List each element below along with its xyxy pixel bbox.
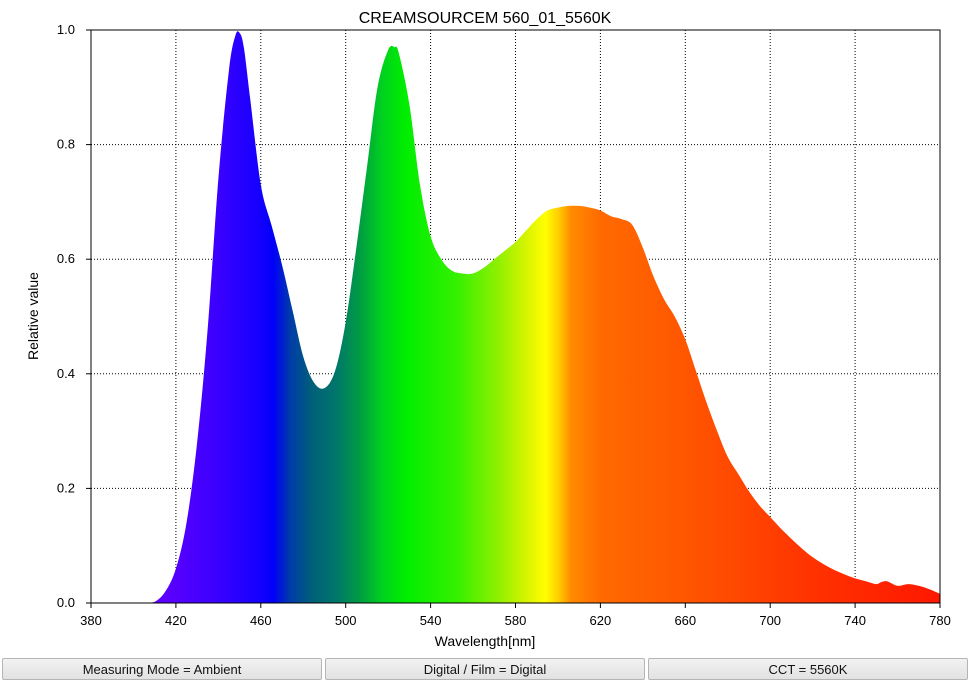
status-bar: Measuring Mode = Ambient Digital / Film … <box>0 658 970 683</box>
cct-button[interactable]: CCT = 5560K <box>648 658 968 680</box>
x-axis-label: Wavelength[nm] <box>435 633 536 649</box>
x-tick-label: 780 <box>929 613 951 628</box>
y-axis-label: Relative value <box>25 272 41 360</box>
x-tick-label: 460 <box>250 613 272 628</box>
y-tick-label: 0.8 <box>57 137 75 152</box>
chart-title: CREAMSOURCEM 560_01_5560K <box>359 10 612 27</box>
y-tick-label: 0.4 <box>57 366 75 381</box>
x-tick-label: 700 <box>759 613 781 628</box>
x-axis-ticks: 380 420 460 500 540 580 620 660 700 740 780 <box>80 603 951 628</box>
measuring-mode-button[interactable]: Measuring Mode = Ambient <box>2 658 322 680</box>
x-tick-label: 500 <box>335 613 357 628</box>
digital-film-button[interactable]: Digital / Film = Digital <box>325 658 645 680</box>
x-tick-label: 740 <box>844 613 866 628</box>
x-tick-label: 540 <box>420 613 442 628</box>
y-tick-label: 0.2 <box>57 480 75 495</box>
x-tick-label: 420 <box>165 613 187 628</box>
spectrum-area <box>91 31 940 604</box>
y-tick-label: 0.0 <box>57 595 75 610</box>
y-axis-ticks: 0.0 0.2 0.4 0.6 0.8 1.0 <box>57 22 91 610</box>
x-tick-label: 620 <box>590 613 612 628</box>
spectrum-chart: 380 420 460 500 540 580 620 660 700 740 780 0.0 0.2… <box>25 10 951 649</box>
x-tick-label: 380 <box>80 613 102 628</box>
y-tick-label: 1.0 <box>57 22 75 37</box>
x-tick-label: 660 <box>674 613 696 628</box>
x-tick-label: 580 <box>505 613 527 628</box>
y-tick-label: 0.6 <box>57 251 75 266</box>
